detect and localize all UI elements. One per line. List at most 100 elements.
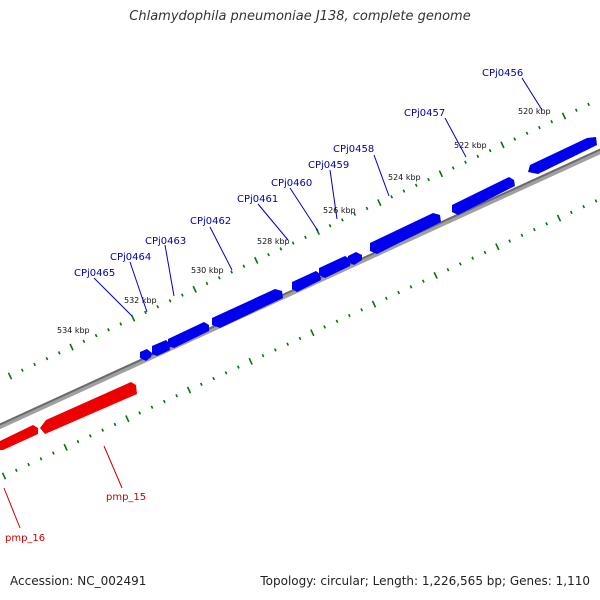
gene-arrow-CPj0460[interactable] xyxy=(319,256,350,278)
inner-minor-tick xyxy=(409,285,413,289)
gene-arrow-pmp_16[interactable] xyxy=(0,425,38,450)
outer-minor-tick xyxy=(156,304,160,309)
inner-minor-tick xyxy=(347,313,351,318)
inner-minor-tick xyxy=(286,342,290,346)
forward-gene-track xyxy=(140,137,597,361)
inner-minor-tick xyxy=(360,308,364,312)
gene-arrow-pmp_15[interactable] xyxy=(40,382,137,434)
outer-major-tick xyxy=(377,199,382,207)
outer-minor-tick xyxy=(353,212,357,216)
outer-minor-tick xyxy=(230,270,233,274)
gene-label-CPj0461[interactable]: CPj0461 xyxy=(237,194,278,205)
outer-major-tick xyxy=(438,170,444,178)
inner-minor-tick xyxy=(76,439,80,444)
gene-arrow-CPj0458[interactable] xyxy=(370,213,441,254)
outer-minor-tick xyxy=(365,206,369,211)
inner-minor-tick xyxy=(532,227,536,232)
gene-arrow-CPj0462[interactable] xyxy=(212,289,283,328)
outer-minor-tick xyxy=(45,356,49,361)
outer-major-tick xyxy=(561,112,567,120)
outer-minor-tick xyxy=(402,189,406,193)
outer-minor-tick xyxy=(267,252,270,257)
gene-label-pmp_15[interactable]: pmp_15 xyxy=(106,492,146,503)
gene-label-CPj0459[interactable]: CPj0459 xyxy=(308,160,349,171)
inner-minor-tick xyxy=(545,222,549,226)
tick-label-528kbp: 528 kbp xyxy=(257,237,290,246)
inner-minor-tick xyxy=(384,296,388,301)
inner-minor-tick xyxy=(397,290,401,295)
outer-major-tick xyxy=(254,256,259,264)
inner-minor-tick xyxy=(138,411,142,415)
outer-tick-track xyxy=(7,102,590,380)
gene-label-pmp_16[interactable]: pmp_16 xyxy=(5,533,45,544)
outer-minor-tick xyxy=(180,293,184,297)
gene-label-CPj0462[interactable]: CPj0462 xyxy=(190,216,231,227)
gene-arrow-CPj0465[interactable] xyxy=(140,349,152,361)
gene-label-CPj0464[interactable]: CPj0464 xyxy=(110,252,151,263)
gene-label-CPj0456[interactable]: CPj0456 xyxy=(482,68,523,79)
outer-minor-tick xyxy=(82,339,86,344)
tick-label-534kbp: 534 kbp xyxy=(57,326,90,335)
forward-gene-labels: CPj0456 CPj0457 CPj0458 CPj0459 CPj0460 … xyxy=(74,68,523,279)
outer-minor-tick xyxy=(20,368,24,372)
inner-minor-tick xyxy=(582,204,586,209)
inner-minor-tick xyxy=(14,468,18,472)
inner-minor-tick xyxy=(236,365,240,369)
outer-minor-tick xyxy=(119,322,123,326)
inner-minor-tick xyxy=(101,428,105,432)
inner-major-tick xyxy=(556,214,562,222)
tick-labels: 520 kbp 522 kbp 524 kbp 526 kbp 528 kbp … xyxy=(57,107,551,335)
inner-major-tick xyxy=(63,443,68,451)
gene-arrow-CPj0463[interactable] xyxy=(168,322,209,348)
outer-minor-tick xyxy=(476,154,480,159)
outer-major-tick xyxy=(7,372,13,380)
map-title: Chlamydophila pneumoniae J138, complete … xyxy=(129,9,471,24)
outer-minor-tick xyxy=(488,148,492,153)
gene-arrow-CPj0461[interactable] xyxy=(292,271,321,292)
inner-minor-tick xyxy=(224,371,228,375)
inner-minor-tick xyxy=(261,353,265,358)
inner-major-tick xyxy=(248,357,253,365)
gene-label-CPj0458[interactable]: CPj0458 xyxy=(333,144,374,155)
tick-label-532kbp: 532 kbp xyxy=(124,296,157,305)
accession-text: Accession: NC_002491 xyxy=(10,574,147,588)
gene-arrow-CPj0459[interactable] xyxy=(348,252,362,265)
inner-minor-tick xyxy=(51,451,55,455)
gene-arrow-CPj0456[interactable] xyxy=(528,137,597,174)
inner-minor-tick xyxy=(27,462,31,467)
inner-minor-tick xyxy=(199,382,203,387)
inner-minor-tick xyxy=(150,405,154,409)
outer-minor-tick xyxy=(328,224,332,228)
inner-minor-tick xyxy=(483,250,487,255)
outer-minor-tick xyxy=(94,333,98,338)
outer-minor-tick xyxy=(107,328,110,332)
gene-label-CPj0457[interactable]: CPj0457 xyxy=(404,108,445,119)
outer-minor-tick xyxy=(304,235,307,240)
inner-minor-tick xyxy=(175,394,179,398)
inner-major-tick xyxy=(186,386,192,394)
gene-label-CPj0460[interactable]: CPj0460 xyxy=(271,178,312,189)
outer-minor-tick xyxy=(242,264,246,268)
inner-minor-tick xyxy=(458,262,462,266)
inner-minor-tick xyxy=(421,279,425,283)
tick-label-530kbp: 530 kbp xyxy=(191,266,224,275)
gene-label-CPj0465[interactable]: CPj0465 xyxy=(74,268,115,279)
gene-arrow-CPj0464[interactable] xyxy=(152,340,170,356)
inner-minor-tick xyxy=(39,457,43,461)
outer-minor-tick xyxy=(57,351,61,355)
gene-arrow-CPj0457[interactable] xyxy=(452,177,515,215)
outer-minor-tick xyxy=(205,281,209,286)
inner-minor-tick xyxy=(594,199,598,203)
outer-minor-tick xyxy=(168,299,172,303)
outer-minor-tick xyxy=(279,247,283,251)
inner-minor-tick xyxy=(569,210,573,215)
inner-minor-tick xyxy=(520,233,524,238)
inner-minor-tick xyxy=(212,376,216,381)
outer-minor-tick xyxy=(513,137,517,141)
outer-minor-tick xyxy=(144,310,147,315)
gene-label-CPj0463[interactable]: CPj0463 xyxy=(145,236,186,247)
outer-minor-tick xyxy=(390,195,394,199)
inner-minor-tick xyxy=(298,336,302,341)
outer-minor-tick xyxy=(525,131,529,135)
